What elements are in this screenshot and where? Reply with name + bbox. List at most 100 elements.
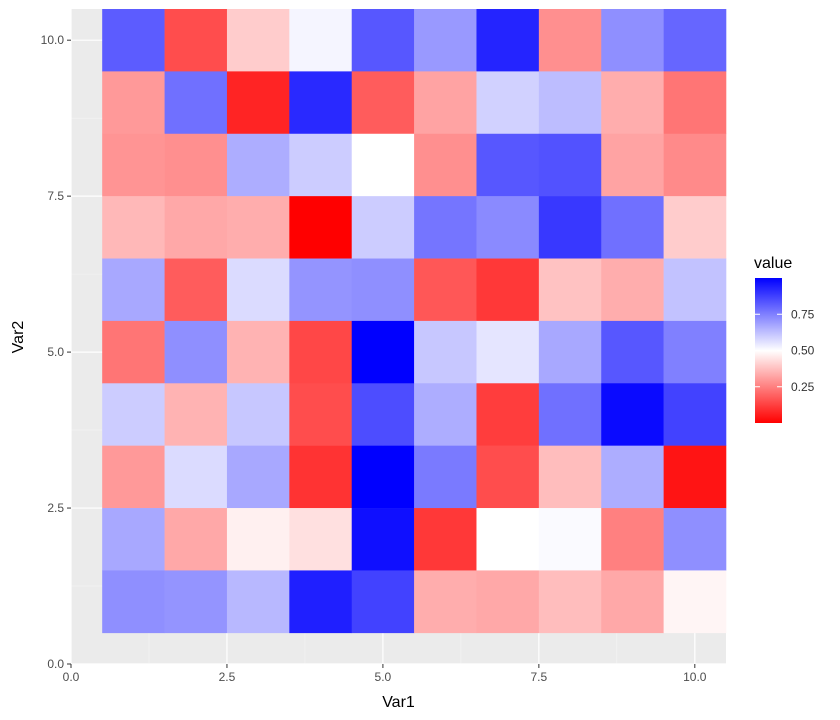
- heatmap-tile: [289, 383, 353, 446]
- heatmap-tile: [601, 508, 664, 571]
- heatmap-tile: [663, 570, 727, 634]
- heatmap-tile: [289, 9, 353, 72]
- heatmap-tile: [476, 570, 540, 634]
- heatmap-tile: [538, 383, 602, 446]
- heatmap-tile: [414, 445, 477, 509]
- heatmap-tile: [226, 196, 290, 259]
- heatmap-tile: [226, 570, 290, 634]
- heatmap-tile: [289, 133, 353, 197]
- heatmap-tile: [102, 445, 165, 509]
- legend-break-label: 0.25: [791, 380, 815, 394]
- heatmap-tile: [351, 196, 415, 259]
- heatmap-tile: [476, 133, 540, 197]
- heatmap-tile: [663, 196, 727, 259]
- heatmap-tile: [226, 320, 290, 384]
- heatmap-tile: [476, 71, 540, 135]
- heatmap-tile: [601, 9, 664, 72]
- heatmap-tile: [601, 320, 664, 384]
- heatmap-tile: [414, 383, 477, 446]
- heatmap-tile: [601, 570, 664, 634]
- heatmap-tile: [102, 133, 165, 197]
- y-tick-label: 7.5: [47, 189, 64, 203]
- heatmap-tile: [351, 9, 415, 72]
- heatmap-tile: [164, 196, 228, 259]
- heatmap-tile: [351, 445, 415, 509]
- heatmap-tile: [226, 258, 290, 322]
- legend: value 0.25 0.50 0.75: [754, 255, 815, 423]
- heatmap-tile: [102, 258, 165, 322]
- heatmap-tile: [663, 320, 727, 384]
- heatmap-tile: [351, 133, 415, 197]
- legend-ticks: 0.25 0.50 0.75: [755, 307, 815, 394]
- heatmap-tile: [164, 320, 228, 384]
- heatmap-tile: [663, 71, 727, 135]
- x-axis-title: Var1: [382, 694, 415, 711]
- heatmap-tile: [476, 196, 540, 259]
- heatmap-tile: [226, 71, 290, 135]
- heatmap-tile: [102, 508, 165, 571]
- heatmap-tile: [538, 71, 602, 135]
- heatmap-tile: [102, 320, 165, 384]
- heatmap-tile: [164, 258, 228, 322]
- heatmap-tile: [289, 508, 353, 571]
- y-axis-title: Var2: [10, 321, 27, 354]
- heatmap-tile: [601, 196, 664, 259]
- heatmap-tile: [351, 383, 415, 446]
- heatmap-tile: [476, 445, 540, 509]
- heatmap-tile: [164, 445, 228, 509]
- legend-title: value: [754, 255, 792, 272]
- heatmap-tile: [102, 383, 165, 446]
- heatmap-tile: [102, 71, 165, 135]
- heatmap-tile: [538, 508, 602, 571]
- heatmap-tile: [663, 508, 727, 571]
- y-tick-label: 0.0: [47, 657, 64, 671]
- heatmap-tile: [351, 508, 415, 571]
- heatmap-tile: [226, 445, 290, 509]
- heatmap-tile: [476, 320, 540, 384]
- heatmap-tile: [289, 445, 353, 509]
- heatmap-tiles: [102, 9, 727, 634]
- heatmap-tile: [289, 320, 353, 384]
- heatmap-tile: [601, 445, 664, 509]
- legend-break-label: 0.50: [791, 344, 815, 358]
- heatmap-tile: [538, 133, 602, 197]
- heatmap-tile: [663, 9, 727, 72]
- heatmap-tile: [164, 133, 228, 197]
- legend-break-label: 0.75: [791, 307, 815, 321]
- heatmap-tile: [601, 383, 664, 446]
- heatmap-tile: [601, 71, 664, 135]
- y-tick-label: 5.0: [47, 345, 64, 359]
- heatmap-tile: [414, 258, 477, 322]
- heatmap-tile: [414, 196, 477, 259]
- heatmap-tile: [538, 445, 602, 509]
- y-tick-label: 10.0: [41, 33, 65, 47]
- heatmap-tile: [226, 383, 290, 446]
- heatmap-tile: [476, 258, 540, 322]
- heatmap-tile: [538, 196, 602, 259]
- heatmap-tile: [601, 133, 664, 197]
- heatmap-tile: [538, 320, 602, 384]
- heatmap-tile: [289, 258, 353, 322]
- heatmap-tile: [476, 508, 540, 571]
- heatmap-tile: [102, 9, 165, 72]
- heatmap-tile: [663, 133, 727, 197]
- x-tick-label: 10.0: [683, 670, 707, 684]
- heatmap-tile: [601, 258, 664, 322]
- x-tick-label: 2.5: [219, 670, 236, 684]
- heatmap-tile: [226, 9, 290, 72]
- heatmap-tile: [164, 71, 228, 135]
- heatmap-tile: [226, 133, 290, 197]
- heatmap-tile: [414, 9, 477, 72]
- heatmap-tile: [414, 570, 477, 634]
- heatmap-tile: [164, 9, 228, 72]
- heatmap-tile: [414, 71, 477, 135]
- heatmap-tile: [351, 258, 415, 322]
- heatmap-tile: [351, 71, 415, 135]
- heatmap-tile: [663, 445, 727, 509]
- heatmap-tile: [351, 570, 415, 634]
- x-tick-label: 5.0: [375, 670, 392, 684]
- x-tick-label: 7.5: [531, 670, 548, 684]
- heatmap-tile: [102, 570, 165, 634]
- y-tick-label: 2.5: [47, 501, 64, 515]
